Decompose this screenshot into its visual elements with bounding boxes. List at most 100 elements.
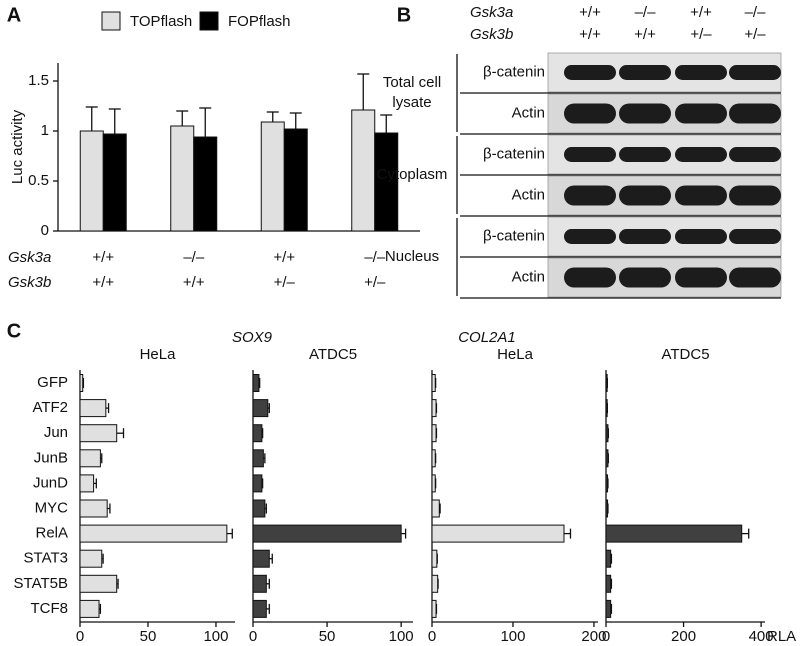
band: [619, 147, 671, 162]
bar: [605, 374, 608, 392]
bar: [605, 449, 609, 468]
bar: [431, 399, 437, 418]
header-level-name: Gsk3b: [470, 26, 513, 43]
bar: [605, 399, 608, 418]
y-axis-label: Luc activity: [9, 109, 26, 184]
band: [619, 103, 671, 124]
bar: [431, 474, 436, 493]
band: [564, 147, 616, 162]
protein-label: β-catenin: [483, 227, 545, 244]
band: [564, 267, 616, 288]
group-label-box: Total cell lysate: [383, 74, 441, 111]
band: [675, 103, 727, 124]
x-tick-label: 0: [428, 628, 436, 645]
category-label: STAT5B: [14, 575, 68, 592]
bar: [79, 424, 118, 443]
band: [619, 267, 671, 288]
bar: [252, 574, 267, 593]
bar: [260, 121, 285, 232]
header-genotype: +/+: [634, 26, 656, 43]
band: [564, 185, 616, 206]
bar: [252, 474, 263, 493]
category-label: GFP: [37, 374, 68, 391]
header-level-name: Gsk3a: [470, 4, 513, 21]
bar: [374, 132, 399, 232]
y-tick-label: 0: [41, 222, 49, 239]
x-tick-label: 400: [749, 628, 774, 645]
group-label: Cytoplasm: [376, 166, 448, 183]
bar: [605, 424, 609, 443]
bar: [431, 574, 439, 593]
legend-swatch: [101, 11, 121, 31]
bar: [79, 574, 118, 593]
x-tick-label: 50: [140, 628, 157, 645]
x-tick-label: +/–: [364, 274, 386, 291]
bar: [431, 549, 438, 568]
bar: [252, 424, 263, 443]
band: [675, 229, 727, 244]
bar: [252, 449, 264, 468]
band: [619, 185, 671, 206]
bar: [283, 128, 308, 232]
bar: [605, 599, 612, 618]
bar: [252, 499, 266, 518]
bar: [605, 574, 612, 593]
bar: [605, 524, 743, 543]
protein-label: Actin: [512, 186, 545, 203]
header-genotype: +/+: [579, 4, 601, 21]
band: [675, 267, 727, 288]
bar: [79, 474, 95, 493]
protein-label: β-catenin: [483, 145, 545, 162]
category-label: JunB: [34, 449, 68, 466]
bar: [605, 499, 609, 518]
y-tick-label: 0.5: [28, 172, 49, 189]
panel-label: C: [7, 320, 21, 342]
x-tick-label: +/+: [183, 274, 205, 291]
band: [729, 147, 781, 162]
bar: [252, 549, 270, 568]
panel-title: ATDC5: [309, 346, 357, 363]
band: [564, 103, 616, 124]
bar: [605, 474, 609, 493]
band: [564, 65, 616, 80]
band: [729, 185, 781, 206]
level-name: Gsk3a: [8, 249, 51, 266]
legend-label: TOPflash: [130, 13, 192, 30]
level-name: Gsk3b: [8, 274, 51, 291]
category-label: Jun: [44, 424, 68, 441]
band: [675, 65, 727, 80]
band: [729, 267, 781, 288]
gene-name: SOX9: [232, 329, 273, 346]
x-tick-label: 100: [389, 628, 414, 645]
group-label: Nucleus: [384, 248, 440, 265]
legend-swatch: [199, 11, 219, 31]
bar: [170, 125, 195, 232]
category-label: STAT3: [24, 550, 68, 567]
x-axis-label: RLA: [767, 628, 796, 645]
bar: [79, 549, 103, 568]
panel-label: A: [7, 4, 21, 26]
x-tick-label: +/+: [92, 249, 114, 266]
bar: [252, 399, 269, 418]
header-genotype: +/+: [579, 26, 601, 43]
y-tick-label: 1: [41, 122, 49, 139]
group-label-box: Nucleus: [384, 248, 440, 265]
band: [729, 229, 781, 244]
x-tick-label: 0: [249, 628, 257, 645]
protein-label: β-catenin: [483, 63, 545, 80]
band: [619, 229, 671, 244]
bar: [252, 599, 267, 618]
panel-title: HeLa: [497, 346, 534, 363]
category-label: JunD: [33, 474, 68, 491]
panel-title: ATDC5: [661, 346, 709, 363]
band: [729, 65, 781, 80]
bar: [431, 374, 436, 392]
category-label: MYC: [35, 499, 69, 516]
category-label: TCF8: [31, 600, 69, 617]
x-tick-label: 100: [203, 628, 228, 645]
x-tick-label: –/–: [183, 249, 205, 266]
panel-title: HeLa: [140, 346, 177, 363]
bar: [431, 599, 437, 618]
protein-label: Actin: [512, 104, 545, 121]
bar: [431, 499, 440, 518]
